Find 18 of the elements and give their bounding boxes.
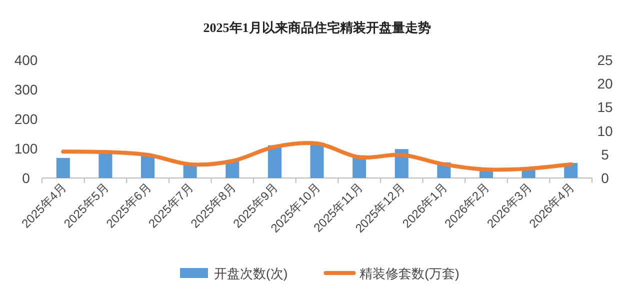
- y-tick-label: 200: [14, 111, 38, 127]
- y2-tick-label: 20: [597, 76, 613, 92]
- y2-tick-label: 0: [601, 170, 610, 186]
- bar: [56, 158, 70, 178]
- y2-tick-label: 25: [597, 52, 613, 68]
- y-tick-label: 0: [22, 170, 30, 186]
- y-tick-label: 300: [14, 82, 38, 98]
- y2-tick-label: 5: [601, 146, 610, 162]
- bar: [98, 152, 112, 178]
- chart-title: 2025年1月以来商品住宅精装开盘量走势: [203, 20, 431, 35]
- y2-tick-label: 15: [597, 99, 613, 116]
- y-tick-label: 400: [14, 52, 38, 68]
- legend-label: 精装修套数(万套): [360, 266, 460, 281]
- bar: [310, 142, 324, 178]
- legend-label: 开盘次数(次): [214, 266, 288, 281]
- y2-tick-label: 10: [597, 122, 613, 139]
- y-tick-label: 100: [14, 140, 38, 156]
- line-series: [61, 140, 573, 172]
